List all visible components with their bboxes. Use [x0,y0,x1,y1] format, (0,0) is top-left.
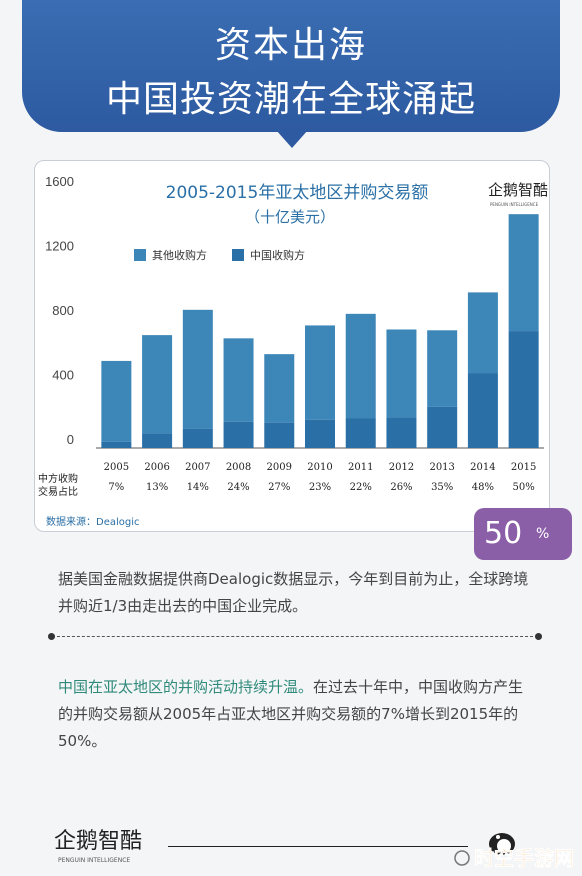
y-tick-label: 1600 [45,174,74,189]
bar-other-2006 [142,335,173,434]
penguin-icon [489,833,515,855]
footer-logo: 企鹅智酷 PENGUIN INTELLIGENCE [54,829,142,864]
highlight-sentence: 中国在亚太地区的并购活动持续升温。 [58,678,314,696]
bar-other-2007 [182,309,213,429]
share-label: 13% [146,482,168,493]
share-label: 27% [268,482,290,493]
divider-dot-left [48,633,55,640]
share-label: 14% [187,482,209,493]
legend-label-other: 其他收购方 [152,248,207,262]
share-label: 23% [309,482,331,493]
bar-other-2011 [345,313,376,419]
percent-badge: 50 % [474,508,572,560]
banner-title-line2: 中国投资潮在全球涌起 [105,79,476,120]
x-tick-label: 2015 [511,462,536,473]
row-label-line1: 中方收购 [38,472,78,485]
bar-china-2009 [264,422,295,448]
share-label: 48% [472,482,494,493]
y-tick-label: 1200 [45,239,74,254]
y-tick-label: 0 [67,432,74,447]
header-banner [22,0,560,132]
m-and-a-bar-chart: 0 400 800 1200 1600 2005-2015年亚太地区并购交易额 （十亿美元）… [38,174,544,528]
legend-swatch-other [134,249,146,261]
banner-title-line1: 资本出海 [214,25,367,66]
bar-china-2013 [427,406,458,448]
logo-subtitle: PENGUIN INTELLIGENCE [490,202,539,207]
chart-source: 数据来源：Dealogic [46,515,140,528]
bar-china-2005 [101,441,132,448]
paragraph-asia-pacific: 中国在亚太地区的并购活动持续升温。在过去十年中，中国收购方产生的并购交易额从20… [58,674,538,755]
bar-china-2012 [386,417,417,448]
logo-name: 企鹅智酷 [488,181,548,199]
paragraph-rest: 在过去十年中，中国收购方产生的并购交易额从2005年占亚太地区并购交易额的7%增… [58,678,524,750]
dashed-divider [48,633,542,640]
y-tick-label: 400 [52,368,74,383]
footer-logo-name: 企鹅智酷 [54,829,142,854]
share-label: 22% [350,482,372,493]
share-label: 26% [390,482,412,493]
x-tick-label: 2010 [307,462,332,473]
bar-china-2008 [223,421,254,448]
badge-value: 50 [484,516,523,551]
share-label: 35% [431,482,453,493]
bar-other-2010 [305,325,335,420]
bar-other-2009 [264,354,295,423]
chart-title: 2005-2015年亚太地区并购交易额 [166,183,429,203]
x-tick-label: 2005 [104,462,129,473]
x-tick-label: 2007 [185,462,210,473]
bar-other-2015 [508,214,539,332]
footer-rule [168,846,468,847]
divider-dot-right [535,633,542,640]
bar-china-2010 [305,419,335,448]
bar-other-2013 [427,330,458,407]
y-tick-label: 800 [52,303,74,318]
bar-china-2014 [467,373,498,448]
x-tick-label: 2008 [226,462,251,473]
share-label: 24% [227,482,249,493]
bar-china-2006 [142,433,173,448]
row-label-line2: 交易占比 [38,485,78,498]
x-tick-label: 2011 [348,462,373,473]
legend-swatch-china [232,249,244,261]
footer-logo-subtitle: PENGUIN INTELLIGENCE [58,857,130,864]
legend-label-china: 中国收购方 [250,248,305,262]
paragraph-dealogic: 据美国金融数据提供商Dealogic数据显示，今年到目前为止，全球跨境并购近1/… [58,570,529,615]
bar-other-2012 [386,329,417,418]
x-tick-label: 2014 [470,462,495,473]
bar-china-2015 [508,331,539,448]
x-tick-label: 2006 [144,462,169,473]
share-label: 7% [108,482,124,493]
chart-card [34,160,550,532]
chart-subtitle: （十亿美元） [245,208,335,226]
penguin-intelligence-logo: 企鹅智酷 PENGUIN INTELLIGENCE [488,181,548,207]
bar-other-2008 [223,338,254,422]
x-tick-label: 2012 [389,462,414,473]
watermark: 时空手游网 [454,846,574,870]
bar-other-2005 [101,360,132,442]
bar-other-2014 [467,292,498,374]
watermark-text: 时空手游网 [474,846,574,870]
badge-unit: % [536,526,550,542]
x-tick-label: 2009 [267,462,292,473]
bar-china-2011 [345,418,376,448]
share-label: 50% [513,482,535,493]
bar-china-2007 [182,428,213,448]
footer [0,812,582,876]
watermark-icon [454,850,470,866]
banner-pointer [276,130,308,148]
x-tick-label: 2013 [429,462,454,473]
